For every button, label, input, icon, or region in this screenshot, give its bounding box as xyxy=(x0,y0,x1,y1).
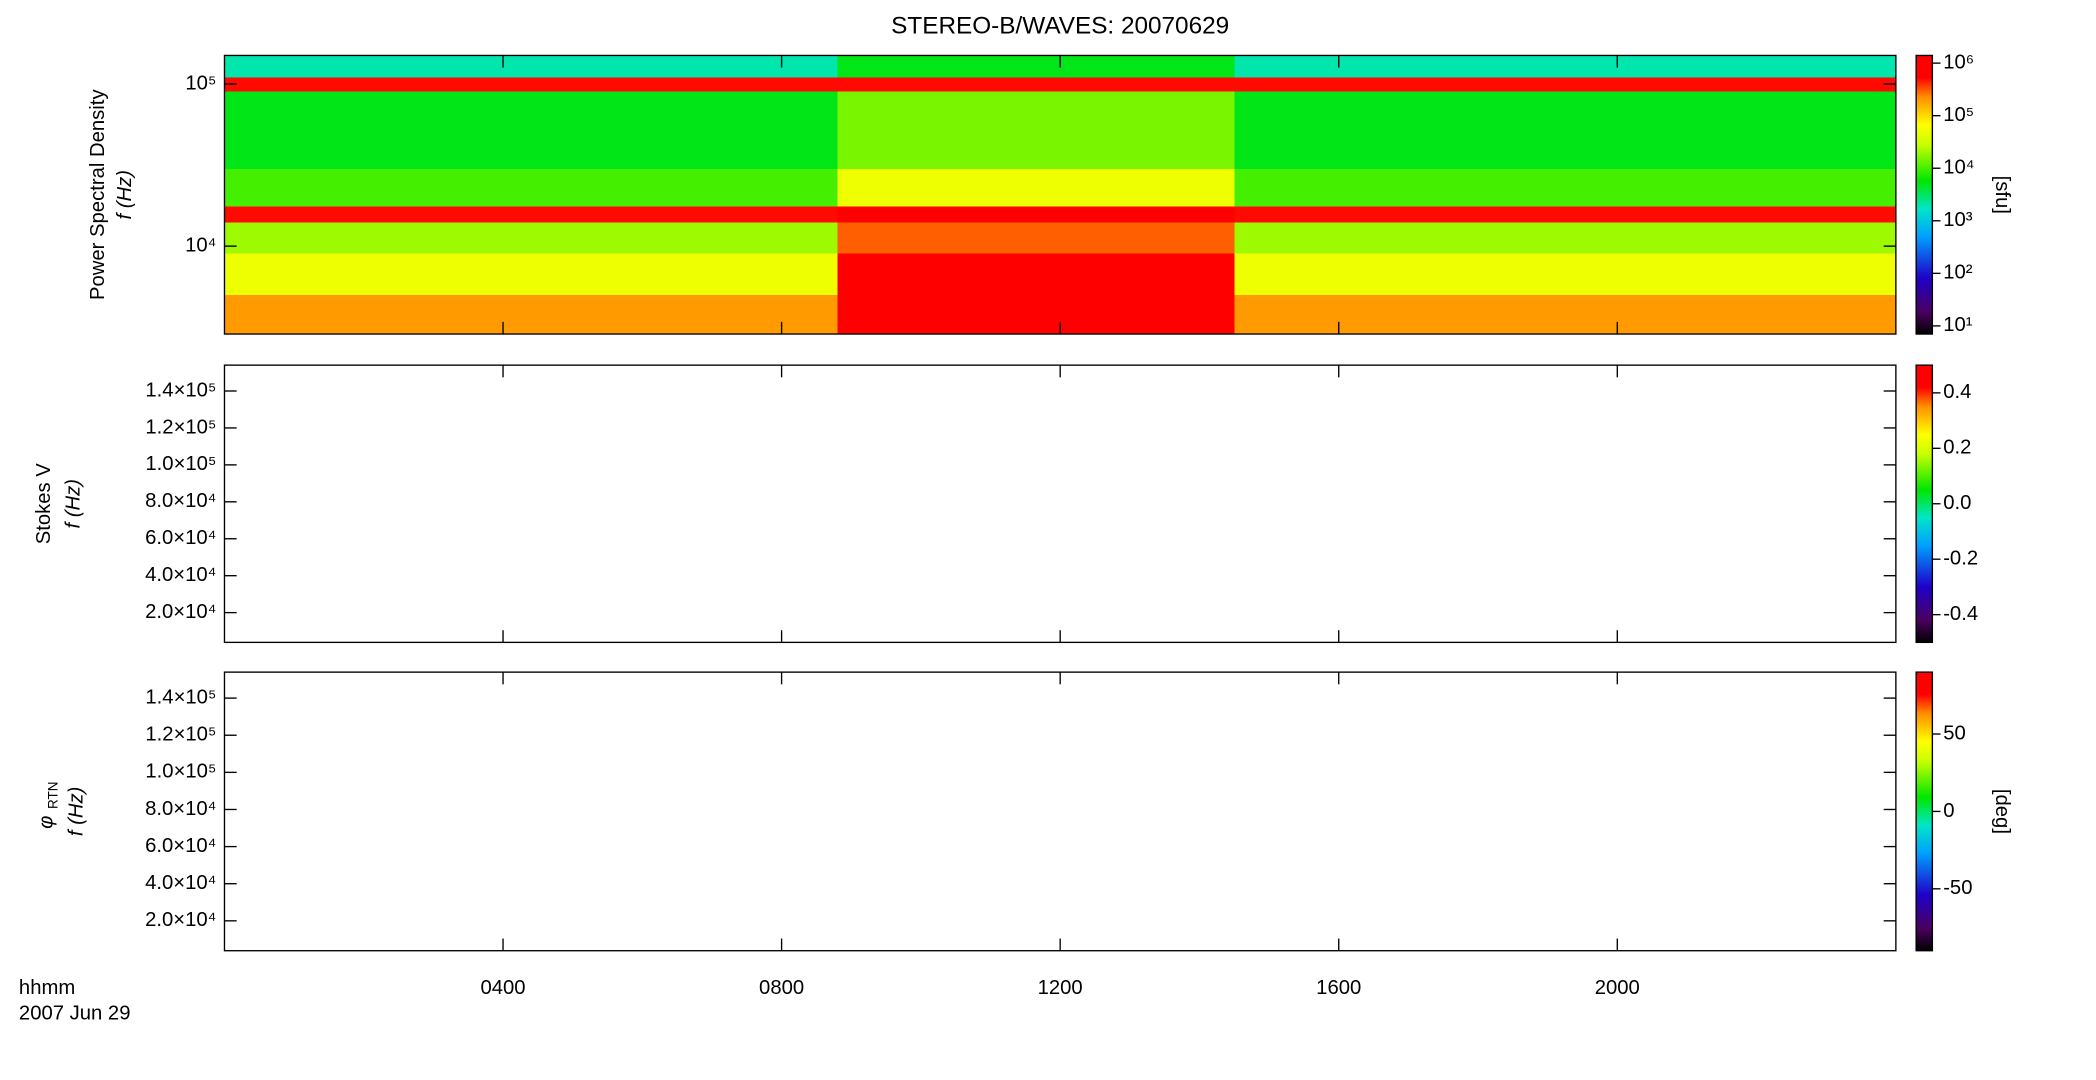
heatmap-cell xyxy=(1234,77,1896,92)
y-axis-label: f (Hz) xyxy=(65,787,87,837)
heatmap-cell xyxy=(837,91,1235,169)
y-tick-label: 4.0×10⁴ xyxy=(145,564,216,586)
y-tick-label: 6.0×10⁴ xyxy=(145,527,216,549)
colorbar-tick-label: 10¹ xyxy=(1943,314,1973,336)
plot-frame xyxy=(223,671,1897,952)
colorbar-tick-label: 0.4 xyxy=(1943,381,1971,403)
heatmap-cell xyxy=(1234,253,1896,295)
y-tick-label: 8.0×10⁴ xyxy=(145,798,216,820)
heatmap-cell xyxy=(224,222,838,254)
heatmap-cell xyxy=(837,253,1235,295)
colorbar-tick-label: -0.2 xyxy=(1943,548,1978,570)
y-axis-label-sub: RTN xyxy=(46,781,61,809)
chart-title: STEREO-B/WAVES: 20070629 xyxy=(891,12,1229,39)
heatmap-cell xyxy=(224,91,838,169)
heatmap-cell xyxy=(1234,91,1896,169)
y-tick-label: 10⁴ xyxy=(185,234,216,256)
heatmap-cell xyxy=(224,55,838,78)
x-tick-label: 0400 xyxy=(480,977,525,999)
colorbar-label: [deg] xyxy=(1991,789,2013,834)
heatmap-cell xyxy=(1234,55,1896,78)
plot-frame xyxy=(223,364,1897,644)
y-tick-label: 1.4×10⁵ xyxy=(145,686,216,708)
heatmap-cell xyxy=(224,168,838,207)
colorbar-tick-label: 0.0 xyxy=(1943,492,1971,514)
colorbar-tick-label: 10² xyxy=(1943,262,1973,284)
heatmap-cell xyxy=(224,294,838,335)
y-tick-label: 1.2×10⁵ xyxy=(145,724,216,746)
x-tick-label: 1200 xyxy=(1038,977,1083,999)
colorbar-tick-label: -50 xyxy=(1943,877,1972,899)
heatmap-cell xyxy=(224,77,838,92)
y-axis-label: φ xyxy=(36,816,58,829)
colorbar-tick-label: 10⁴ xyxy=(1943,157,1974,179)
colorbar-tick-label: 0.2 xyxy=(1943,437,1971,459)
y-axis-label: Power Spectral Density xyxy=(87,89,109,300)
heatmap-cell xyxy=(1234,294,1896,335)
date-label: 2007 Jun 29 xyxy=(19,1003,131,1025)
x-tick-label: 2000 xyxy=(1595,977,1640,999)
heatmap-cell xyxy=(837,168,1235,207)
x-tick-label: 1600 xyxy=(1316,977,1361,999)
heatmap-cell xyxy=(224,253,838,295)
y-tick-label: 4.0×10⁴ xyxy=(145,872,216,894)
heatmap-cell xyxy=(224,206,838,223)
heatmap-cell xyxy=(1234,168,1896,207)
y-axis-label: Stokes V xyxy=(33,463,55,545)
y-tick-label: 1.2×10⁵ xyxy=(145,416,216,438)
y-tick-label: 2.0×10⁴ xyxy=(145,601,216,623)
y-tick-label: 2.0×10⁴ xyxy=(145,909,216,931)
colorbar xyxy=(1915,671,1934,952)
heatmap-cell xyxy=(837,222,1235,254)
y-axis-label: f (Hz) xyxy=(63,479,85,529)
colorbar-tick-label: 10⁵ xyxy=(1943,104,1974,126)
heatmap-cell xyxy=(837,294,1235,335)
y-tick-label: 8.0×10⁴ xyxy=(145,490,216,512)
colorbar-tick-label: -0.4 xyxy=(1943,603,1978,625)
y-axis-label: f (Hz) xyxy=(114,170,136,220)
x-axis-label: hhmm xyxy=(19,977,75,999)
colorbar-tick-label: 10⁶ xyxy=(1943,51,1974,73)
colorbar-tick-label: 50 xyxy=(1943,722,1966,744)
colorbar-label: [sfu] xyxy=(1991,176,2013,214)
heatmap-cell xyxy=(837,77,1235,92)
colorbar xyxy=(1915,364,1934,644)
colorbar xyxy=(1915,54,1934,335)
heatmap-cell xyxy=(837,206,1235,223)
y-tick-label: 1.0×10⁵ xyxy=(145,761,216,783)
y-tick-label: 1.0×10⁵ xyxy=(145,453,216,475)
x-tick-label: 0800 xyxy=(759,977,804,999)
heatmap-cell xyxy=(837,55,1235,78)
heatmap-cell xyxy=(1234,222,1896,254)
y-tick-label: 1.4×10⁵ xyxy=(145,379,216,401)
colorbar-tick-label: 10³ xyxy=(1943,209,1973,231)
colorbar-tick-label: 0 xyxy=(1943,800,1954,822)
y-tick-label: 10⁵ xyxy=(185,72,216,94)
heatmap-cell xyxy=(1234,206,1896,223)
y-tick-label: 6.0×10⁴ xyxy=(145,835,216,857)
